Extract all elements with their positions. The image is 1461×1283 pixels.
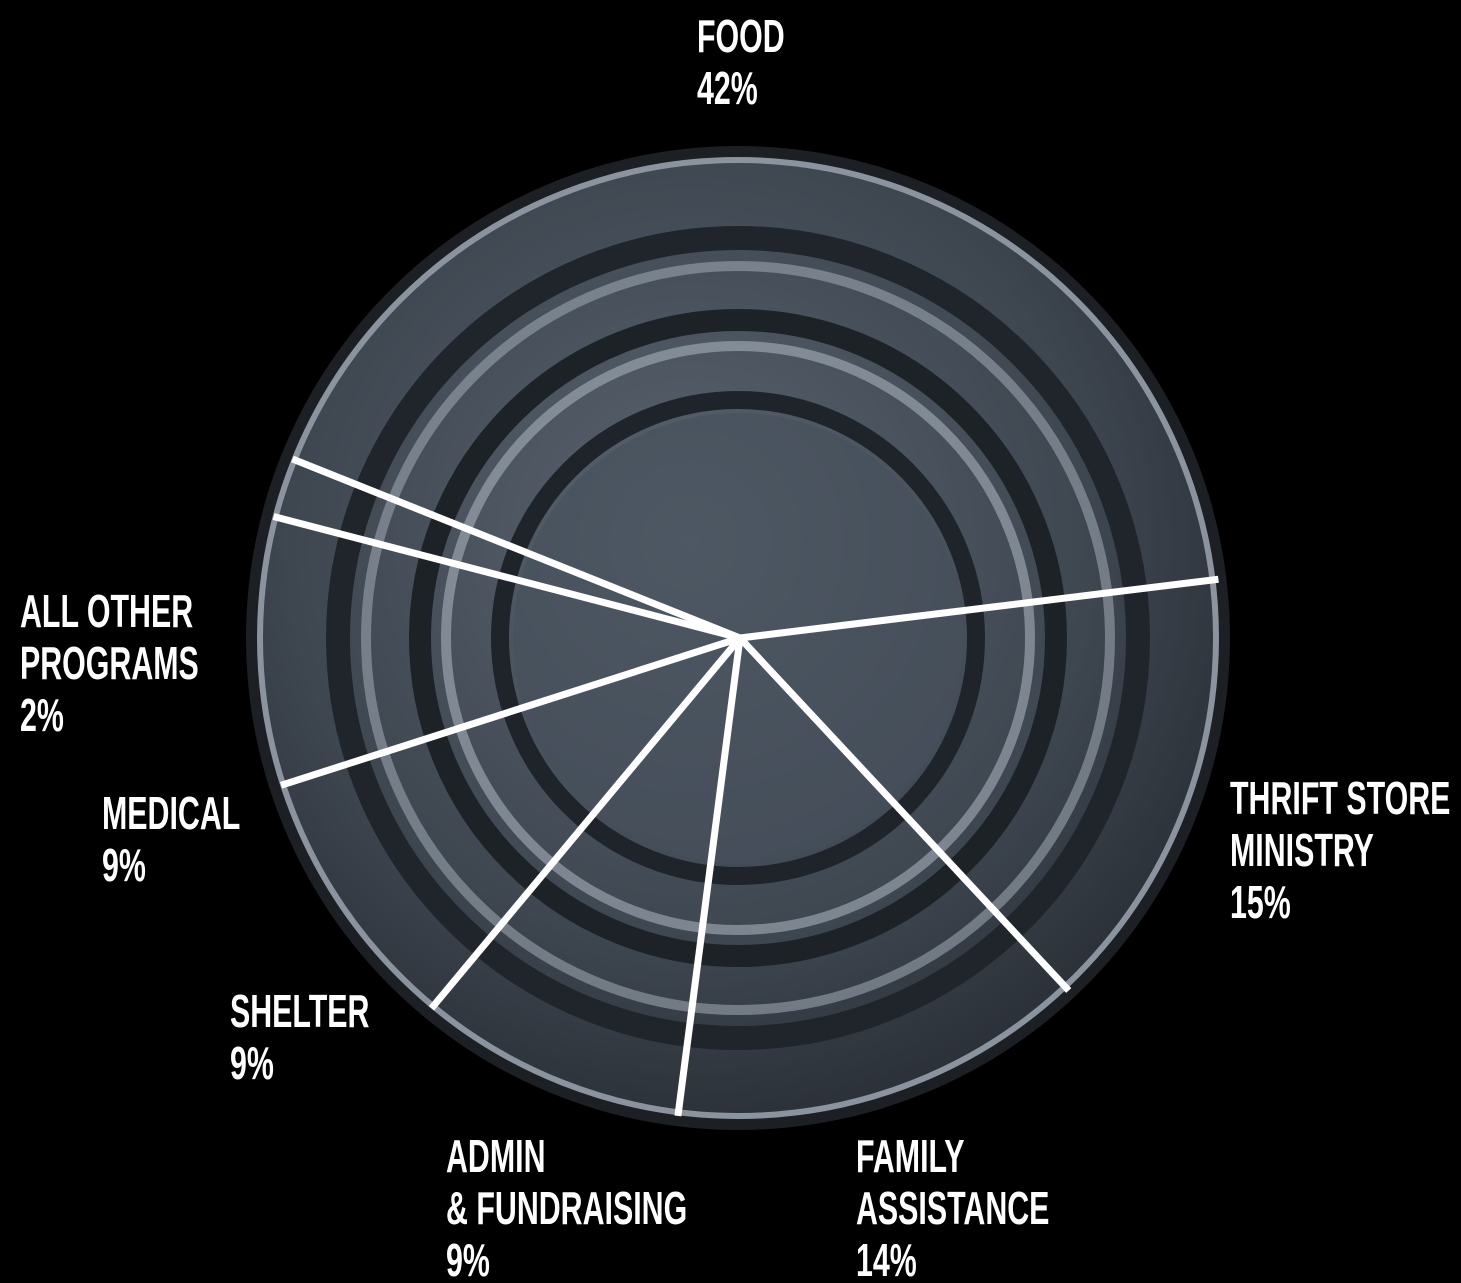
category-name: SHELTER [230, 985, 370, 1037]
slice-label: SHELTER 9% [230, 985, 369, 1089]
slice-label: ALL OTHER PROGRAMS 2% [20, 585, 199, 741]
slice-divider [272, 513, 741, 642]
slice-label: ADMIN & FUNDRAISING 9% [446, 1130, 687, 1283]
value-label: 2% [20, 689, 64, 741]
category-name: THRIFT STORE MINISTRY [1230, 772, 1451, 876]
category-name: ADMIN & FUNDRAISING [446, 1130, 688, 1234]
category-name: FAMILY ASSISTANCE [856, 1130, 1050, 1234]
slice-label: FAMILY ASSISTANCE 14% [856, 1130, 1049, 1283]
slice-label: FOOD 42% [697, 10, 785, 114]
slice-label: MEDICAL 9% [102, 787, 240, 891]
category-name: FOOD [697, 10, 785, 62]
slice-divider [739, 575, 1219, 642]
slice-label: THRIFT STORE MINISTRY 15% [1230, 772, 1450, 928]
slice-divider [428, 635, 743, 1011]
category-name: ALL OTHER PROGRAMS [20, 585, 199, 689]
slice-divider [737, 635, 1072, 993]
slice-divider [674, 637, 744, 1117]
value-label: 15% [1230, 876, 1291, 928]
value-label: 42% [697, 62, 758, 114]
value-label: 14% [856, 1234, 917, 1283]
can-lid [246, 146, 1230, 1130]
value-label: 9% [102, 839, 146, 891]
value-label: 9% [230, 1037, 274, 1089]
category-name: MEDICAL [102, 787, 241, 839]
slice-divider [291, 455, 742, 642]
value-label: 9% [446, 1234, 490, 1283]
slice-divider [280, 634, 742, 789]
